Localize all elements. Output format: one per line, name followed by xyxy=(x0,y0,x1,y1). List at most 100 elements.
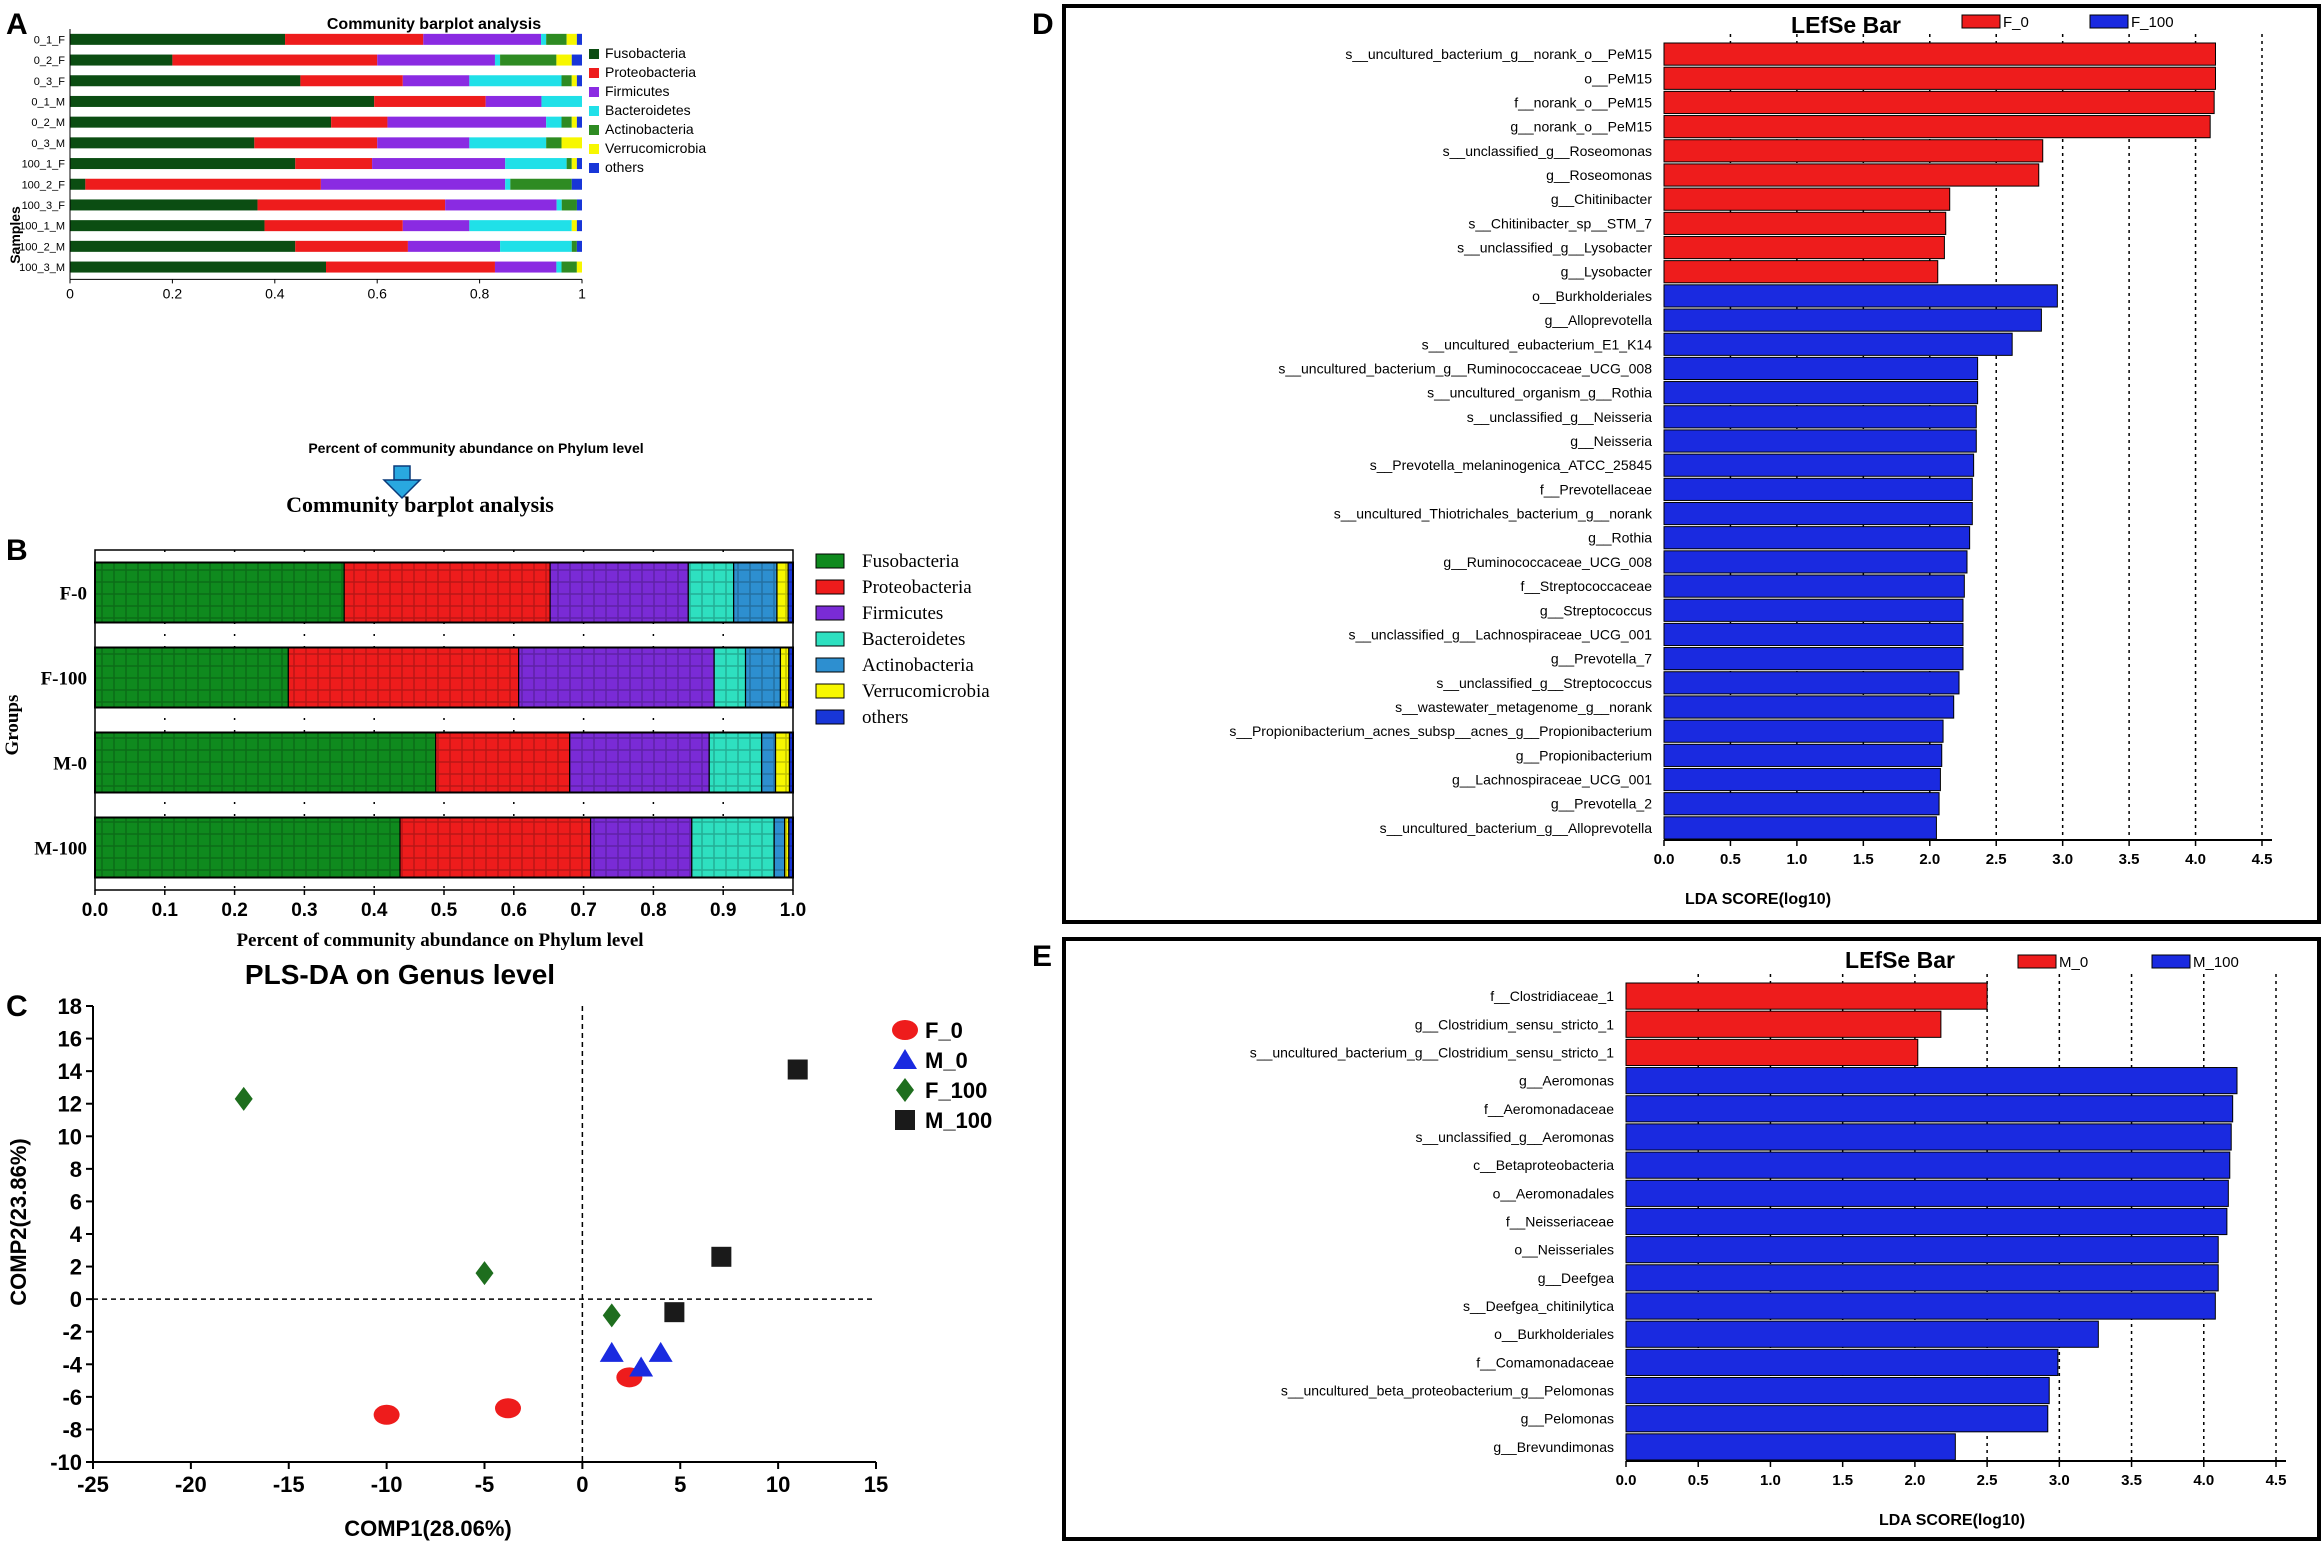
legend-swatch-f-0 xyxy=(1961,14,2001,29)
lda-bar-s-deefgea-chitinilytica xyxy=(1625,1292,2216,1320)
x-tick-label: 0.4 xyxy=(265,285,285,301)
bar-pattern-m-100-firmicutes xyxy=(590,817,692,878)
bar-segment-0-3-m-fusobacteria xyxy=(70,137,255,149)
bar-segment-100-1-m-proteobacteria xyxy=(264,220,403,232)
y-tick-label-0-1-f: 0_1_F xyxy=(34,34,65,46)
lda-bar-s-uncultured-beta-proteobacterium-g-pelomonas xyxy=(1625,1376,2050,1405)
panel-letter-a: A xyxy=(6,8,28,41)
panel-e-frame xyxy=(1062,937,2321,1541)
category-label-s-uncultured-organism-g-rothia: s__uncultured_organism_g__Rothia xyxy=(1427,385,1652,401)
bar-segment-100-2-f-firmicutes xyxy=(320,178,506,190)
x-tick-label: 2.0 xyxy=(1904,1472,1925,1489)
legend-label-others: others xyxy=(862,707,908,728)
bar-pattern-f-100-firmicutes xyxy=(518,647,715,708)
x-tick-label: 1.5 xyxy=(1832,1472,1853,1489)
bar-segment-0-2-f-bacteroidetes xyxy=(494,54,501,66)
bar-segment-100-1-f-others xyxy=(576,158,582,170)
x-tick-label: 15 xyxy=(864,1472,888,1497)
x-tick-label: 2.0 xyxy=(1919,851,1940,868)
y-tick-label: -2 xyxy=(62,1320,82,1345)
lda-bar-o-pem15 xyxy=(1663,66,2216,90)
bar-segment-100-2-m-others xyxy=(576,240,582,252)
bar-segment-100-2-f-others xyxy=(571,178,582,190)
lda-bar-s-unclassified-g-lachnospiraceae-ucg-001 xyxy=(1663,622,1964,647)
category-label-s-unclassified-g-roseomonas: s__unclassified_g__Roseomonas xyxy=(1443,143,1652,159)
x-tick-label: 0.0 xyxy=(82,900,108,921)
panel-c-title: PLS-DA on Genus level xyxy=(245,959,555,990)
x-tick-label: 0.6 xyxy=(367,285,387,301)
bar-segment-100-3-f-actinobacteria xyxy=(561,199,577,211)
bar-pattern-f-0-actinobacteria xyxy=(733,562,777,623)
bar-segment-0-2-m-firmicutes xyxy=(387,116,547,128)
legend-label-m-0: M_0 xyxy=(925,1048,968,1073)
bar-segment-100-3-m-actinobacteria xyxy=(561,261,577,273)
lda-bar-s-uncultured-bacterium-g-ruminococcaceae-ucg-008 xyxy=(1663,356,1979,381)
legend-label-firmicutes: Firmicutes xyxy=(862,603,943,624)
category-label-g-lachnospiraceae-ucg-001: g__Lachnospiraceae_UCG_001 xyxy=(1452,772,1652,788)
bar-segment-100-1-m-others xyxy=(576,220,582,232)
category-label-s-unclassified-g-lysobacter: s__unclassified_g__Lysobacter xyxy=(1457,240,1652,256)
legend-swatch-fusobacteria xyxy=(815,553,845,569)
x-tick-label: -20 xyxy=(175,1472,207,1497)
point-f-100-1 xyxy=(234,1086,253,1111)
category-label-s-unclassified-g-neisseria: s__unclassified_g__Neisseria xyxy=(1467,409,1652,425)
category-label-g-neisseria: g__Neisseria xyxy=(1570,433,1652,449)
panel-a-chart: Community barplot analysis Percent of co… xyxy=(7,16,706,456)
bar-segment-100-3-f-fusobacteria xyxy=(70,199,258,211)
legend-swatch-m-0 xyxy=(2017,954,2057,969)
legend-swatch-verrucomicrobia xyxy=(815,683,845,699)
panel-letter-c: C xyxy=(6,990,28,1023)
bar-segment-100-1-f-proteobacteria xyxy=(295,158,373,170)
category-label-s-uncultured-eubacterium-e1-k14: s__uncultured_eubacterium_E1_K14 xyxy=(1422,336,1653,352)
y-tick-label: 0 xyxy=(70,1287,82,1312)
lda-bar-s-uncultured-organism-g-rothia xyxy=(1663,381,1979,405)
category-label-g-aeromonas: g__Aeromonas xyxy=(1519,1073,1614,1089)
category-label-g-chitinibacter: g__Chitinibacter xyxy=(1551,191,1653,207)
legend-label-others: others xyxy=(605,159,644,175)
legend-label-proteobacteria: Proteobacteria xyxy=(605,64,696,80)
x-tick-label: 4.0 xyxy=(2185,851,2206,868)
bar-segment-100-3-m-fusobacteria xyxy=(70,261,326,273)
y-tick-label-0-1-m: 0_1_M xyxy=(31,96,65,108)
legend-label-verrucomicrobia: Verrucomicrobia xyxy=(605,140,706,156)
bar-segment-0-1-f-actinobacteria xyxy=(546,33,567,45)
x-tick-label: 3.5 xyxy=(2119,851,2140,868)
bar-segment-0-2-f-firmicutes xyxy=(377,54,495,66)
lda-bar-g-propionibacterium xyxy=(1663,743,1943,767)
category-label-o-neisseriales: o__Neisseriales xyxy=(1514,1242,1614,1258)
legend-marker-f-0 xyxy=(892,1020,918,1040)
bar-segment-0-1-f-firmicutes xyxy=(423,33,542,45)
legend-swatch-proteobacteria xyxy=(589,68,599,78)
legend-label-fusobacteria: Fusobacteria xyxy=(605,45,686,61)
bar-segment-0-2-m-verrucomicrobia xyxy=(571,116,577,128)
panel-e-chart: LEfSe Bar LDA SCORE(log10) 0.0 0.5 1.0 1.5 2… xyxy=(1062,937,2321,1541)
bar-pattern-m-100-fusobacteria xyxy=(95,817,401,878)
x-tick-label: 1.0 xyxy=(1760,1472,1781,1489)
bar-segment-0-2-f-fusobacteria xyxy=(70,54,173,66)
lda-bar-g-rothia xyxy=(1663,526,1971,550)
x-tick-label: -25 xyxy=(77,1472,109,1497)
lda-bar-g-clostridium-sensu-stricto-1 xyxy=(1625,1010,1942,1038)
x-tick-label: 0.6 xyxy=(501,900,527,921)
bar-segment-100-1-m-fusobacteria xyxy=(70,220,265,232)
bar-segment-0-2-m-fusobacteria xyxy=(70,116,332,128)
lda-bar-s-unclassified-g-aeromonas xyxy=(1625,1123,2232,1151)
legend-swatch-actinobacteria xyxy=(589,125,599,135)
legend-label-actinobacteria: Actinobacteria xyxy=(862,655,974,676)
legend-label-f-0: F_0 xyxy=(925,1018,963,1043)
x-tick-label: 3.0 xyxy=(2049,1472,2070,1489)
lda-bar-g-neisseria xyxy=(1663,429,1977,453)
bar-segment-0-3-f-firmicutes xyxy=(402,75,470,87)
bar-pattern-m-100-verrucomicrobia xyxy=(784,817,789,878)
lda-bar-o-burkholderiales xyxy=(1663,284,2058,308)
y-tick-label-100-1-m: 100_1_M xyxy=(19,221,65,233)
bar-segment-0-1-m-firmicutes xyxy=(485,95,542,107)
y-tick-label-0-2-f: 0_2_F xyxy=(34,55,65,67)
x-tick-label: 0.7 xyxy=(570,900,596,921)
category-label-f-clostridiaceae-1: f__Clostridiaceae_1 xyxy=(1490,988,1614,1004)
category-label-g-norank-o-pem15: g__norank_o__PeM15 xyxy=(1510,119,1652,135)
category-label-s-wastewater-metagenome-g-norank: s__wastewater_metagenome_g__norank xyxy=(1395,699,1653,715)
y-tick-label: 4 xyxy=(70,1222,83,1247)
legend-label-proteobacteria: Proteobacteria xyxy=(862,577,972,598)
